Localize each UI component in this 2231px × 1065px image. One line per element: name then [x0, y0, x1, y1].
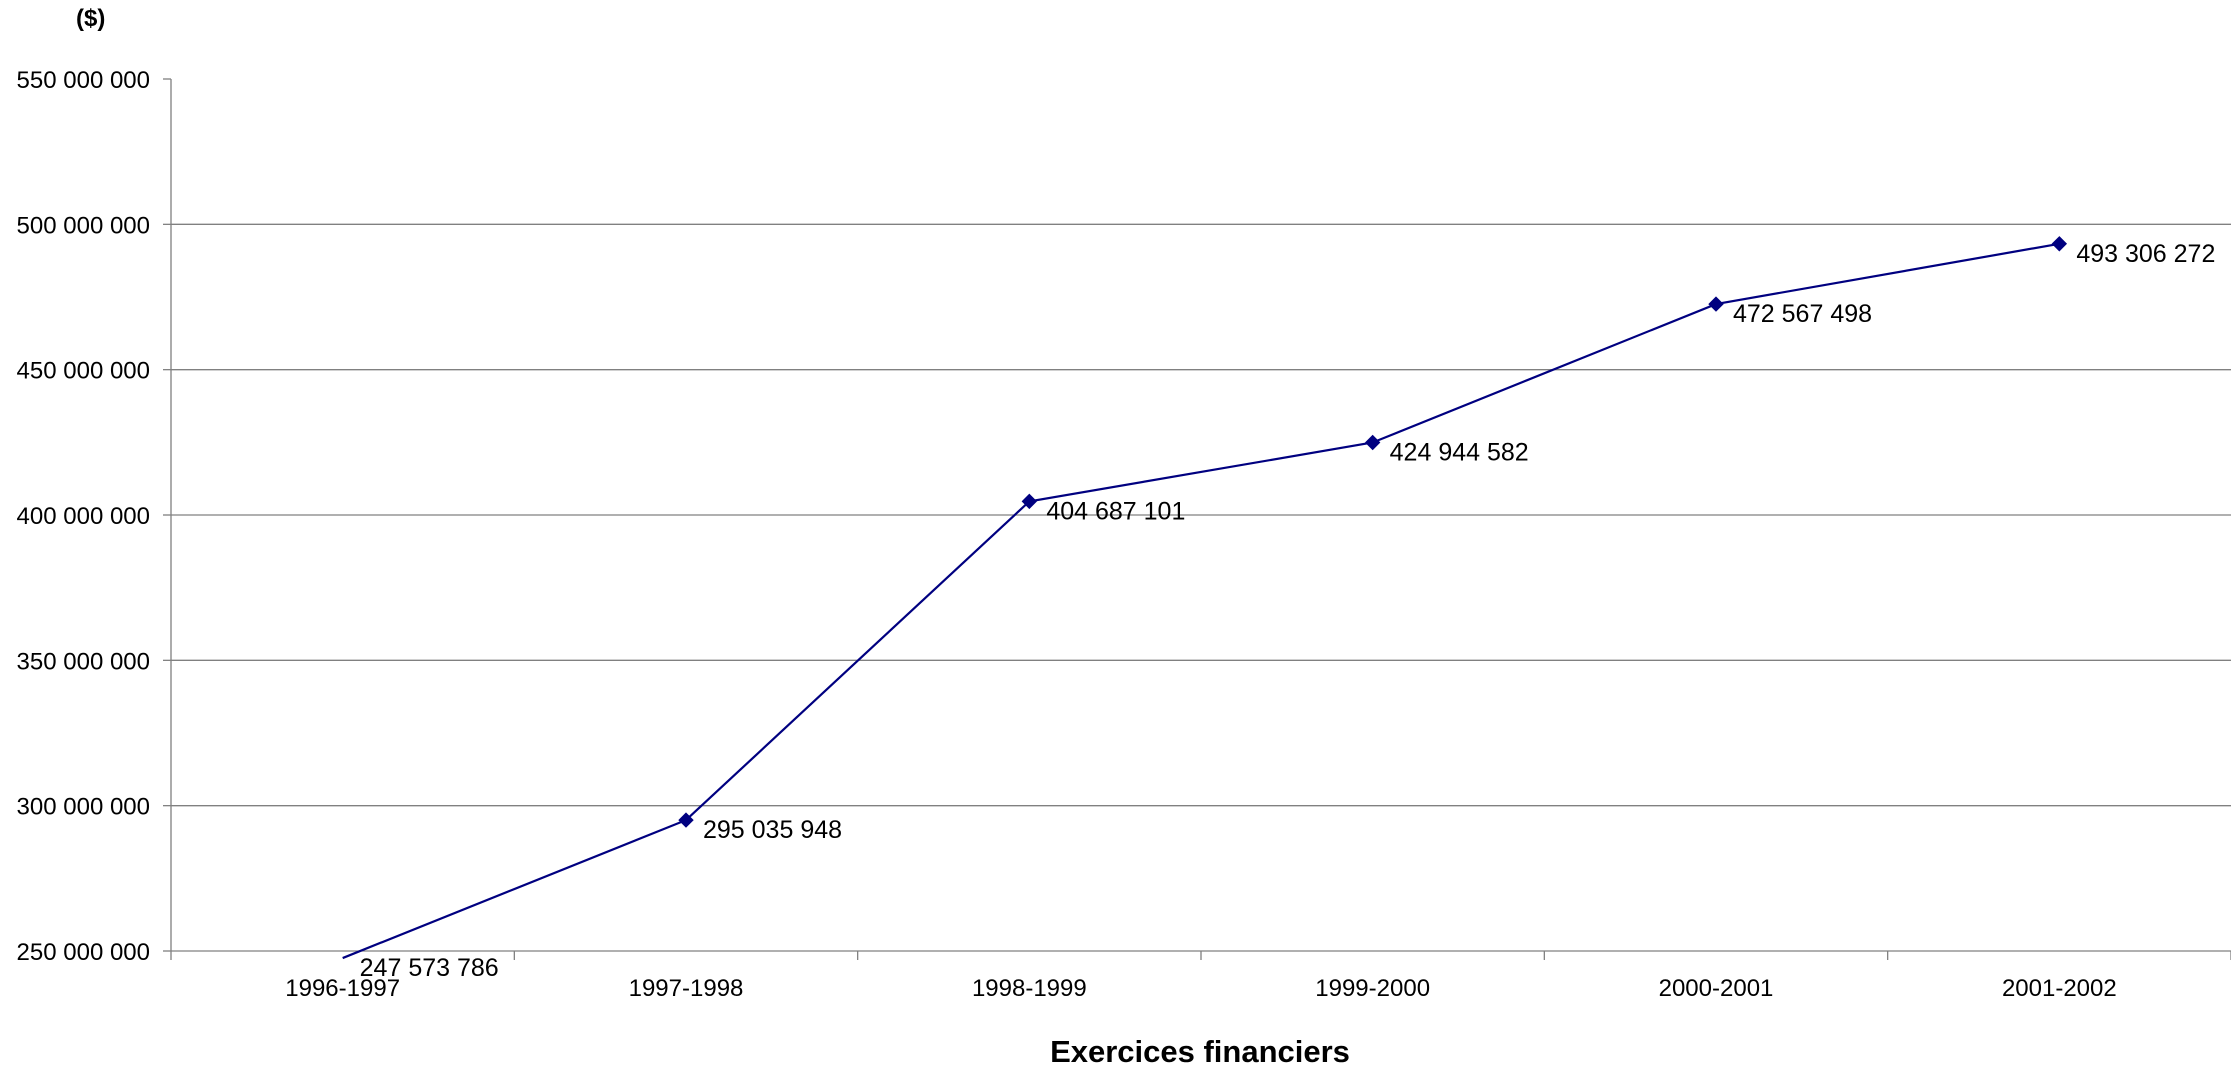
y-tick-label: 400 000 000 — [17, 503, 150, 530]
data-point-marker — [678, 812, 694, 828]
data-label: 493 306 272 — [2076, 240, 2215, 268]
x-tick-label: 1996-1997 — [285, 975, 400, 1002]
x-tick-label: 2001-2002 — [2002, 975, 2117, 1002]
x-tick-label: 2000-2001 — [1659, 975, 1774, 1002]
y-tick-labels: 250 000 000 300 000 000 350 000 000 400 000… — [17, 67, 150, 966]
x-tick-label: 1997-1998 — [629, 975, 744, 1002]
y-tick-label: 350 000 000 — [17, 648, 150, 675]
axes — [163, 78, 2231, 960]
series-line — [342, 242, 2060, 960]
x-axis-title: Exercices financiers — [1050, 1034, 1350, 1065]
data-label: 424 944 582 — [1390, 438, 1529, 466]
y-tick-label: 550 000 000 — [17, 67, 150, 94]
data-markers — [678, 236, 2068, 828]
gridlines — [171, 223, 2231, 807]
data-point-marker — [1364, 434, 1381, 451]
data-labels: 247 573 786 295 035 948 404 687 101 424 944… — [360, 240, 2216, 982]
data-label: 295 035 948 — [703, 816, 842, 844]
data-point-marker — [2051, 236, 2068, 252]
y-unit-label: ($) — [76, 5, 105, 32]
data-label: 404 687 101 — [1046, 497, 1185, 525]
y-tick-label: 250 000 000 — [17, 939, 150, 966]
y-tick-label: 500 000 000 — [17, 212, 150, 239]
x-tick-labels: 1996-1997 1997-1998 1998-1999 1999-2000 2000… — [285, 975, 2116, 1002]
x-tick-label: 1998-1999 — [972, 975, 1087, 1002]
data-point-marker — [1021, 493, 1038, 510]
y-tick-label: 450 000 000 — [17, 358, 150, 385]
data-label: 472 567 498 — [1733, 300, 1872, 328]
x-tick-label: 1999-2000 — [1315, 975, 1430, 1002]
y-tick-label: 300 000 000 — [17, 794, 150, 821]
data-point-marker — [1708, 296, 1724, 312]
data-label: 247 573 786 — [360, 954, 499, 982]
series-line-path — [342, 242, 2060, 960]
